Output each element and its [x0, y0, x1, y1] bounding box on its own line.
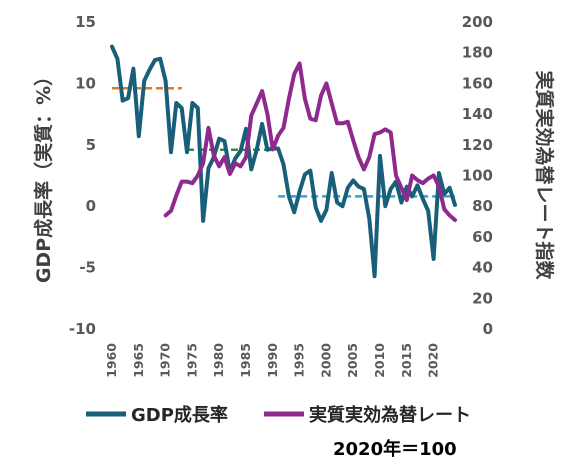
legend-label-reer: 実質実効為替レート	[309, 404, 471, 426]
x-tick-label: 1980	[211, 343, 226, 378]
x-tick-label: 1965	[131, 343, 146, 378]
legend: GDP成長率 実質実効為替レート	[86, 404, 471, 426]
left-tick-label: -5	[79, 259, 96, 277]
reer-index-line	[163, 61, 457, 222]
legend-label-gdp: GDP成長率	[131, 404, 228, 426]
left-axis-ticks: 15 10 5 0 -5 -10	[69, 13, 96, 338]
right-tick-label: 0	[483, 320, 493, 338]
right-tick-label: 100	[462, 167, 493, 185]
right-tick-label: 40	[472, 259, 493, 277]
x-tick-label: 1990	[265, 343, 280, 378]
gdp-growth-line	[110, 44, 457, 279]
left-tick-label: 5	[86, 136, 96, 154]
left-tick-label: -10	[69, 320, 96, 338]
x-tick-label: 1960	[104, 343, 119, 378]
left-tick-label: 15	[75, 13, 96, 31]
right-tick-label: 200	[462, 13, 493, 31]
left-tick-label: 0	[86, 197, 96, 215]
base-year-note: 2020年＝100	[333, 438, 457, 460]
x-tick-label: 2005	[345, 343, 360, 378]
left-axis-title: GDP成長率（実質：%）	[32, 67, 55, 283]
x-tick-label: 1975	[184, 343, 199, 378]
right-tick-label: 140	[462, 105, 493, 123]
left-tick-label: 10	[75, 74, 96, 92]
right-tick-label: 80	[472, 197, 493, 215]
x-tick-label: 1970	[158, 343, 173, 378]
right-tick-label: 20	[472, 289, 493, 307]
x-tick-label: 1985	[238, 343, 253, 378]
x-tick-label: 2000	[318, 343, 333, 378]
right-tick-label: 60	[472, 228, 493, 246]
reference-lines	[112, 87, 455, 198]
x-tick-label: 2020	[426, 343, 441, 378]
x-tick-label: 2015	[399, 343, 414, 378]
x-axis-ticks: 1960 1965 1970 1975 1980 1985 1990 1995 2000 2005…	[104, 343, 441, 378]
x-tick-label: 2010	[372, 343, 387, 378]
right-axis-title: 実質実効為替レート指数	[533, 70, 556, 280]
series-lines	[110, 44, 457, 279]
right-tick-label: 180	[462, 44, 493, 62]
right-tick-label: 160	[462, 74, 493, 92]
right-tick-label: 120	[462, 136, 493, 154]
x-tick-label: 1995	[292, 343, 307, 378]
